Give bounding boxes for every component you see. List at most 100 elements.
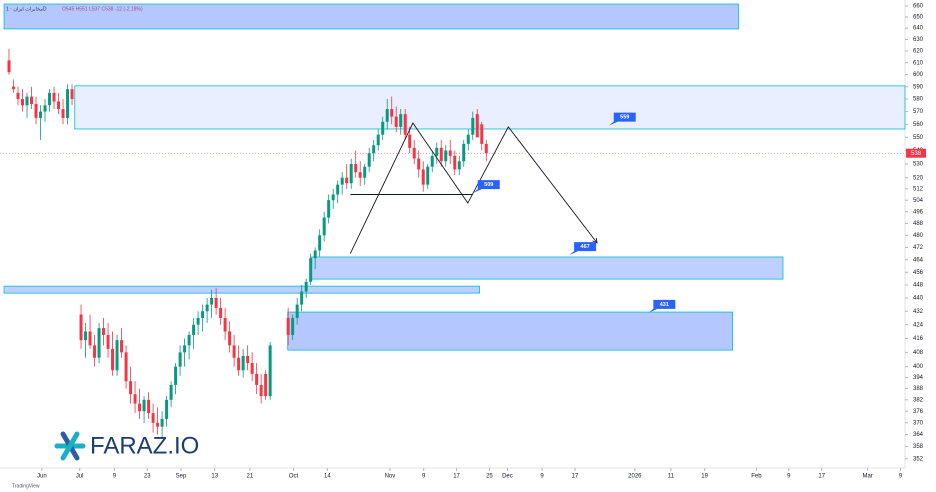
x-tick-label: 21: [247, 474, 254, 480]
x-tick-label: 19: [701, 474, 708, 480]
x-tick-label: 14: [324, 474, 331, 480]
x-tick-label: Nov: [385, 474, 396, 480]
candle-body: [48, 92, 52, 106]
y-tick-label: 388: [913, 386, 924, 392]
candle-body: [340, 177, 344, 185]
candle-body: [264, 373, 268, 397]
attribution: TradingView: [12, 483, 40, 489]
y-tick-label: 364: [913, 432, 924, 438]
x-tick-label: 25: [486, 474, 493, 480]
candle-body: [466, 134, 470, 144]
candle-body: [390, 109, 394, 117]
candle-body: [21, 99, 25, 106]
candle-body: [124, 352, 128, 382]
callout-label: 559: [620, 115, 629, 121]
y-tick-label: 660: [913, 4, 924, 10]
y-tick-label: 600: [913, 72, 924, 78]
ohlc-header: O545 H551 L537 C538 -12 (-2.18%): [62, 6, 143, 12]
candle-body: [246, 355, 250, 364]
candle-body: [70, 89, 74, 100]
candle-body: [232, 345, 236, 358]
candle-body: [471, 117, 475, 135]
candle-body: [174, 366, 178, 385]
candle-body: [300, 291, 304, 305]
candle-body: [79, 314, 83, 341]
candle-body: [336, 184, 340, 195]
x-tick-label: 2026: [628, 474, 642, 480]
candle-body: [142, 399, 146, 412]
zone: [3, 285, 480, 294]
candle-body: [291, 317, 295, 335]
y-tick-label: 520: [913, 175, 924, 181]
candle-body: [133, 394, 137, 404]
candle-body: [435, 147, 439, 156]
y-tick-label: 630: [913, 37, 924, 43]
candle-body: [151, 413, 155, 423]
x-tick-label: 17: [572, 474, 579, 480]
candle-body: [34, 104, 38, 118]
candle-body: [430, 155, 434, 167]
zone: [311, 256, 784, 280]
x-tick-label: Oct: [289, 474, 299, 480]
y-tick-label: 472: [913, 245, 924, 251]
drawing-line: [349, 122, 598, 254]
candle-body: [210, 298, 214, 305]
x-tick-label: Jul: [76, 474, 84, 480]
candle-body: [358, 172, 362, 178]
candle-body: [255, 373, 259, 385]
candle-body: [399, 114, 403, 127]
x-tick-label: 9: [787, 474, 791, 480]
candle-body: [421, 169, 425, 185]
candle-body: [327, 200, 331, 218]
candle-body: [237, 357, 241, 371]
candle-body: [322, 217, 326, 236]
candle-body: [394, 116, 398, 127]
candle-body: [331, 194, 335, 201]
callout-label: 467: [581, 244, 590, 250]
y-tick-label: 504: [913, 198, 924, 204]
candle-body: [457, 161, 461, 170]
y-tick-label: 352: [913, 456, 924, 462]
candle-body: [363, 166, 367, 178]
candle-body: [43, 105, 47, 112]
y-tick-label: 432: [913, 309, 924, 315]
candle-body: [228, 331, 232, 346]
y-tick-label: 440: [913, 296, 924, 302]
candle-body: [480, 124, 484, 144]
candle-body: [309, 258, 313, 282]
last-price-label: 538: [911, 151, 922, 157]
candle-body: [93, 345, 97, 358]
logo-icon: [54, 431, 86, 461]
candle-body: [439, 147, 443, 162]
candle-body: [120, 340, 124, 353]
candle-body: [160, 418, 164, 427]
candle-body: [187, 334, 191, 346]
candle-body: [372, 145, 376, 154]
y-tick-label: 590: [913, 84, 924, 90]
candle-body: [196, 317, 200, 325]
candle-body: [417, 158, 421, 170]
x-tick-label: 17: [818, 474, 825, 480]
candle-body: [66, 89, 70, 118]
candle-body: [250, 363, 254, 374]
y-tick-label: 480: [913, 233, 924, 239]
candle-body: [408, 134, 412, 148]
candle-body: [345, 177, 349, 184]
x-tick-label: Jun: [37, 474, 47, 480]
candle-body: [354, 163, 358, 173]
candle-body: [385, 109, 389, 122]
logo-text: FARAZ.IO: [90, 432, 199, 459]
candle-body: [219, 307, 223, 318]
y-tick-label: 610: [913, 60, 924, 66]
callout-label: 509: [484, 182, 493, 188]
y-tick-label: 620: [913, 49, 924, 55]
x-tick-label: 9: [899, 474, 903, 480]
candle-body: [286, 317, 290, 335]
candle-body: [16, 92, 20, 100]
candle-body: [61, 109, 65, 118]
y-tick-label: 382: [913, 397, 924, 403]
y-tick-label: 358: [913, 444, 924, 450]
callout-box: [472, 180, 500, 194]
